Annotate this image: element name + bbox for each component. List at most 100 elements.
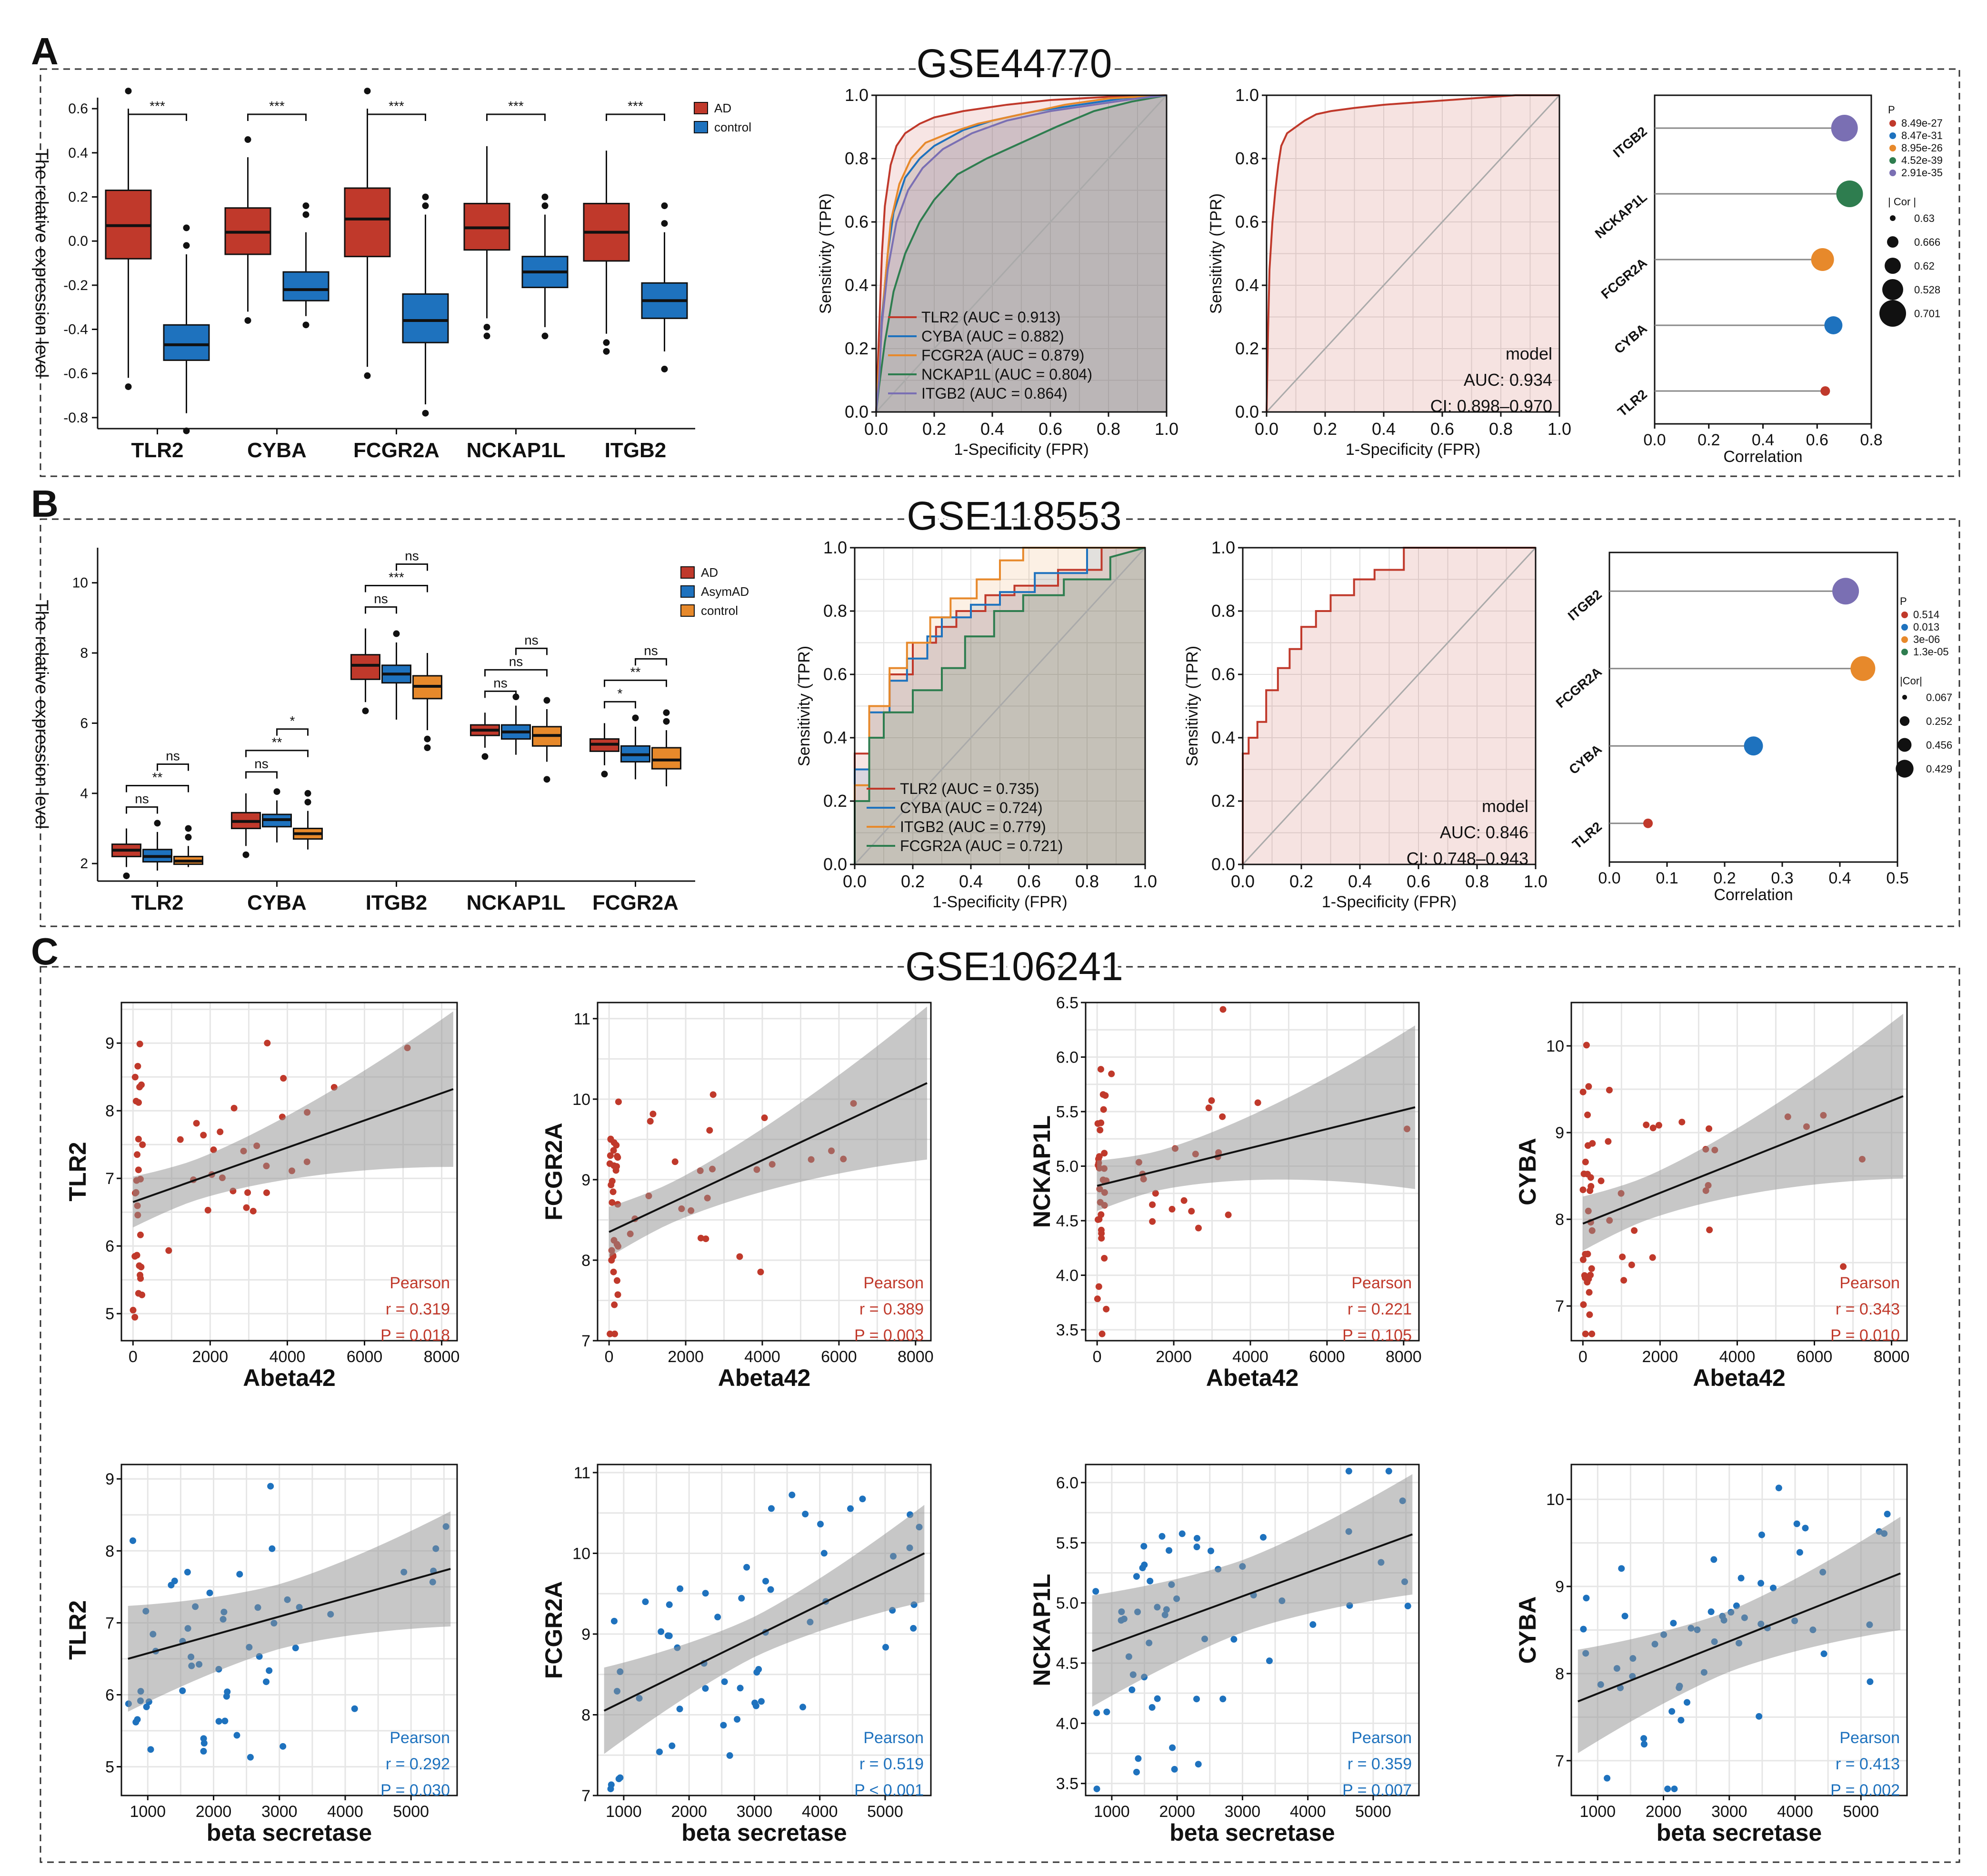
lollipop-dot-ITGB2 (1832, 578, 1859, 605)
significance-bracket-label: ns (644, 643, 658, 658)
legend-p-swatch (1889, 170, 1896, 176)
legend-title: | Cor | (1888, 196, 1916, 208)
data-point (1168, 1205, 1176, 1213)
data-point (1148, 1704, 1156, 1711)
data-point (206, 1589, 213, 1596)
y-tick-label: 10 (1546, 1037, 1564, 1055)
x-tick-label: 0.0 (1255, 419, 1278, 439)
data-point (1840, 1263, 1847, 1270)
x-tick-label: 6000 (821, 1348, 857, 1366)
data-point (1133, 1768, 1140, 1776)
data-point (1188, 1208, 1195, 1215)
y-tick-label: 0.0 (68, 233, 88, 249)
box-control (282, 271, 330, 301)
outlier-point (541, 332, 549, 340)
data-point (134, 1151, 141, 1158)
data-point (1706, 1226, 1713, 1234)
lollipop-dot-NCKAP1L (1836, 181, 1863, 207)
data-point (768, 1505, 775, 1512)
data-point (1579, 1256, 1587, 1263)
legend-cor-swatch (1890, 215, 1896, 221)
significance-bracket-label: ns (493, 675, 508, 690)
data-point (859, 1495, 866, 1503)
y-tick-label: 9 (1555, 1578, 1564, 1596)
roc-curve-NCKAP1L (875, 94, 1167, 412)
data-point (1133, 1573, 1140, 1580)
y-tick-label: 5.0 (1056, 1158, 1078, 1176)
box-control (163, 324, 210, 361)
data-point (702, 1590, 709, 1597)
outlier-point (424, 735, 431, 742)
y-tick-label: 0.6 (1235, 212, 1259, 231)
data-point (1737, 1575, 1745, 1582)
legend-p-label: 8.49e-27 (1901, 117, 1943, 129)
x-tick-label: 0.6 (1038, 419, 1062, 439)
data-point (135, 1099, 142, 1106)
y-tick-label: 0.0 (1235, 402, 1259, 421)
x-tick-label: 3000 (1225, 1803, 1261, 1821)
data-point (1585, 1083, 1592, 1090)
y-tick-label: 6.5 (1056, 994, 1078, 1012)
data-point (135, 1166, 142, 1174)
x-tick-label: 1.0 (1548, 419, 1571, 439)
data-point (615, 1098, 622, 1105)
data-point (607, 1786, 614, 1793)
y-tick-label: 5.0 (1056, 1595, 1078, 1613)
pearson-stat: P = 0.030 (380, 1781, 450, 1799)
data-point (1169, 1744, 1176, 1751)
panel-a-letter: A (31, 30, 59, 72)
data-point (758, 1698, 765, 1705)
data-point (1098, 1330, 1106, 1337)
data-point (1584, 1111, 1591, 1118)
data-point (1655, 1122, 1662, 1129)
data-point (1802, 1525, 1809, 1532)
x-tick-label: 0.1 (1656, 869, 1678, 887)
data-point (247, 1754, 254, 1761)
box-control (651, 747, 681, 770)
x-tick-label: 0.4 (1828, 869, 1851, 887)
legend-label: AD (701, 565, 718, 580)
y-tick-label: 8 (1555, 1211, 1564, 1229)
y-tick-label: 0.4 (1235, 275, 1259, 295)
plot-border (854, 547, 1146, 865)
data-point (910, 1625, 917, 1632)
y-tick-label: 0.2 (1235, 339, 1259, 358)
legend-cor-label: 0.701 (1914, 308, 1940, 320)
y-tick-label: 6 (80, 715, 88, 731)
data-point (1758, 1531, 1765, 1538)
data-point (697, 1234, 704, 1242)
data-point (1867, 1678, 1874, 1685)
data-point (656, 1748, 663, 1756)
x-tick-label: 0 (129, 1348, 138, 1366)
data-point (1097, 1126, 1104, 1134)
x-axis-label: Correlation (1714, 886, 1793, 904)
data-point (233, 1732, 240, 1739)
data-point (1254, 1099, 1261, 1106)
outlier-point (632, 714, 639, 722)
legend-swatch-control (694, 121, 708, 133)
data-point (135, 1290, 142, 1297)
data-point (762, 1577, 769, 1585)
data-point (1796, 1549, 1803, 1556)
data-point (193, 1120, 200, 1127)
outlier-point (422, 202, 429, 210)
lollipop-dot-CYBA (1824, 316, 1843, 334)
significance-bracket-label: *** (389, 99, 404, 113)
data-point (224, 1688, 231, 1695)
data-point (738, 1595, 745, 1602)
data-point (1266, 1657, 1273, 1665)
outlier-point (481, 753, 489, 760)
y-tick-label: 0.0 (845, 402, 869, 421)
data-point (1584, 1171, 1591, 1178)
category-label: ITGB2 (366, 891, 428, 914)
y-tick-label: 7 (1555, 1297, 1564, 1315)
data-point (613, 1277, 620, 1284)
data-point (676, 1705, 683, 1713)
legend-cor-label: 0.528 (1914, 284, 1940, 296)
y-tick-label: 6.0 (1056, 1474, 1078, 1492)
data-point (671, 1158, 679, 1165)
x-tick-label: 0.2 (922, 419, 946, 439)
plot-border (1085, 1002, 1420, 1342)
data-point (1094, 1295, 1101, 1303)
panel-b-title: GSE118553 (907, 493, 1121, 538)
